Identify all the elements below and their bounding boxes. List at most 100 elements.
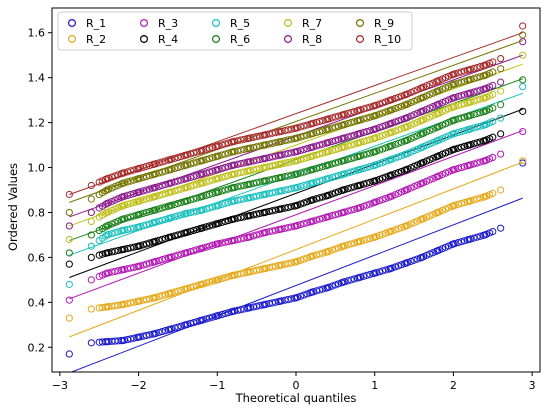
data-point [300,255,308,263]
data-point [205,168,214,176]
data-point [260,163,269,172]
data-point [103,338,111,346]
data-point [218,187,226,195]
data-point [174,163,182,172]
data-point [355,152,363,160]
data-point [103,208,111,217]
data-point [303,181,311,189]
data-point [438,121,446,129]
data-point [350,118,358,126]
data-point [497,65,505,73]
data-point [457,78,465,86]
data-point [470,110,478,119]
fit-line [69,40,523,203]
data-point [95,272,103,281]
data-point [114,195,122,203]
data-point [177,185,185,193]
data-point [303,254,311,262]
data-point [111,183,119,191]
data-point [413,118,421,126]
data-point [166,202,174,210]
x-tick-label: −1 [209,379,225,392]
data-point [308,152,316,160]
data-point [142,186,151,194]
data-point [350,131,358,139]
data-point [245,167,253,175]
data-point [360,128,368,137]
data-point [519,51,527,59]
data-point [213,312,221,320]
data-point [158,158,166,166]
data-point [171,232,179,240]
data-point [366,136,374,144]
data-point [161,157,169,165]
data-point [438,75,446,83]
data-point [103,175,111,183]
data-point [161,189,169,198]
data-point [375,175,384,183]
data-point [155,182,163,191]
data-point [394,262,402,270]
data-point [423,251,431,259]
data-point [434,77,442,85]
data-point [146,239,154,247]
data-point [312,178,321,186]
data-point [98,271,106,279]
data-point [476,194,484,202]
data-point [344,119,352,128]
data-point [386,96,395,104]
data-point [319,193,327,201]
data-point [312,164,321,173]
data-point [460,127,469,135]
data-point [441,169,450,177]
data-point [221,163,229,172]
data-point [449,145,458,154]
data-point [297,292,305,300]
data-point [174,251,182,259]
data-point [382,266,390,274]
data-point [103,231,111,239]
legend-marker [356,19,365,28]
data-point [319,249,327,257]
data-point [150,160,158,168]
series-r-2 [65,157,527,338]
data-point [434,208,442,217]
data-point [465,161,473,169]
data-point [316,177,324,185]
data-point [312,118,321,126]
data-point [350,140,358,148]
data-point [497,78,505,86]
data-point [108,184,116,192]
data-point [87,339,95,347]
data-point [158,168,166,176]
data-point [103,303,111,311]
data-point [142,195,151,203]
data-point [378,230,387,238]
data-point [519,31,527,39]
data-point [319,163,327,171]
data-point [197,224,206,232]
legend-label: R_4 [158,33,178,46]
data-point [130,212,138,220]
legend-marker [212,19,221,28]
data-point [108,229,116,238]
data-point [218,218,226,226]
data-point [142,162,151,171]
data-point [382,121,390,130]
data-point [382,98,390,106]
data-point [205,177,214,185]
data-point [205,314,214,322]
data-point [402,259,410,267]
data-point [449,80,458,88]
data-point [177,211,185,219]
data-point [142,172,151,181]
data-point [65,350,73,358]
data-point [497,130,505,138]
data-point [407,257,415,265]
data-point [245,180,253,188]
data-point [378,174,387,182]
data-point [344,142,352,150]
data-point [489,189,497,197]
data-point [457,68,465,76]
data-point [366,103,374,111]
